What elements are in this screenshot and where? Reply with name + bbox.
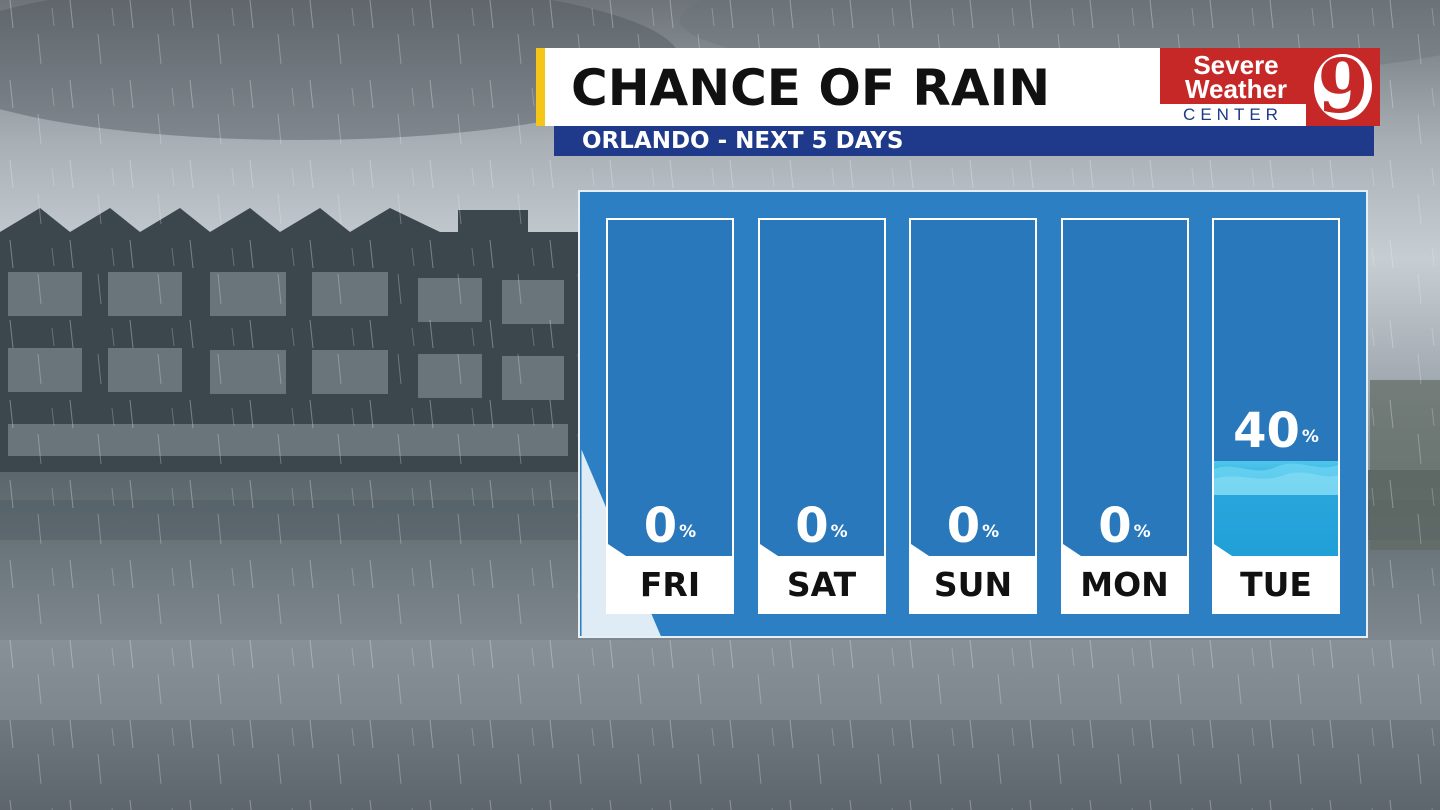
logo-line-weather: Weather: [1184, 74, 1288, 104]
logo-line-center: CENTER: [1160, 104, 1306, 126]
chart-subtitle: ORLANDO - NEXT 5 DAYS: [582, 128, 904, 154]
rain-chance-value-tue: 40%: [1233, 403, 1319, 459]
title-bar: CHANCE OF RAIN: [536, 48, 1160, 126]
rain-chance-panel: 0% FRI 0% SAT 0% SUN 0% MON 40% TUE: [578, 190, 1368, 638]
channel-number: 9: [1306, 48, 1380, 126]
rain-chance-value-sun: 0%: [946, 498, 1000, 554]
logo-line-severe: Severe: [1193, 50, 1279, 80]
day-label-sun: SUN: [911, 556, 1035, 612]
channel-number-text: 9: [1317, 48, 1369, 126]
day-column-sun: 0% SUN: [909, 218, 1037, 614]
day-label-tue: TUE: [1214, 556, 1338, 612]
day-label-fri: FRI: [608, 556, 732, 612]
rain-chance-value-sat: 0%: [795, 498, 848, 554]
chart-title: CHANCE OF RAIN: [571, 59, 1051, 117]
day-column-tue: 40% TUE: [1212, 218, 1340, 614]
station-logo: Severe Weather CENTER 9: [1160, 48, 1380, 126]
day-label-sat: SAT: [759, 556, 884, 612]
day-column-mon: 0% MON: [1060, 218, 1189, 614]
day-column-sat: 0% SAT: [757, 218, 886, 614]
rain-chance-value-fri: 0%: [643, 498, 697, 554]
rain-chance-value-mon: 0%: [1098, 498, 1151, 554]
day-column-fri: 0% FRI: [606, 218, 734, 614]
subtitle-bar: ORLANDO - NEXT 5 DAYS: [554, 126, 1374, 156]
day-label-mon: MON: [1062, 556, 1187, 612]
rain-fill-bar-tue: [1214, 461, 1338, 556]
